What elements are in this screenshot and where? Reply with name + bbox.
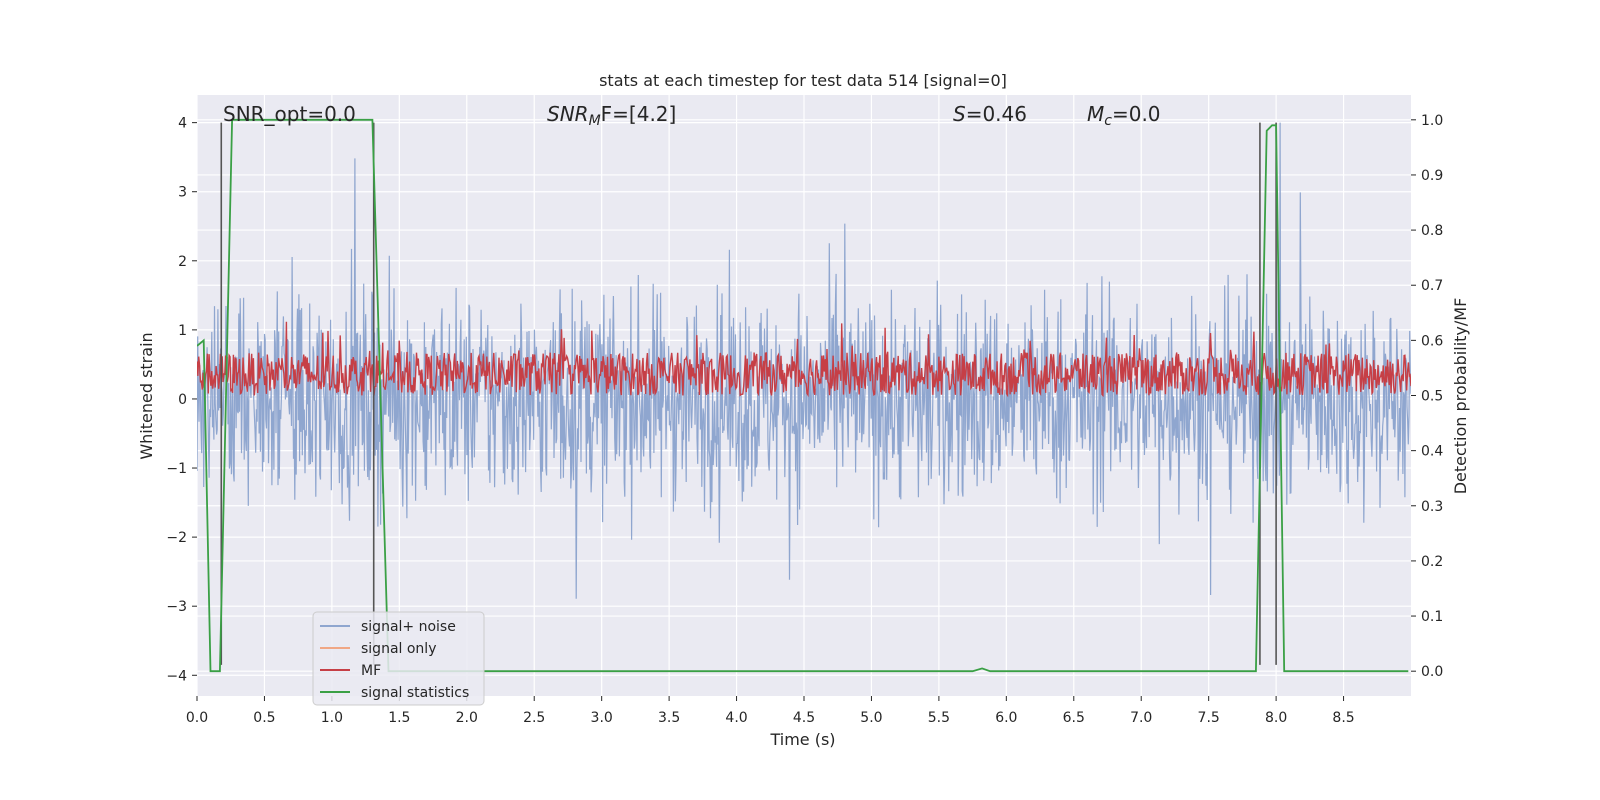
y-right-tick-label: 0.5 xyxy=(1421,389,1443,405)
signal-statistics-series xyxy=(197,118,1409,673)
x-tick-label: 0.5 xyxy=(253,710,275,726)
annotation-snr-mf: SNRMF=[4.2] xyxy=(547,102,676,129)
y-axis-left-label: Whitened strain xyxy=(137,332,156,459)
s-rest: =0.46 xyxy=(966,102,1027,126)
y-right-tick-label: 0.4 xyxy=(1421,444,1443,460)
y-left-tick-label: 1 xyxy=(178,323,187,339)
y-right-tick-label: 0.8 xyxy=(1421,223,1443,239)
x-tick-label: 3.0 xyxy=(591,710,613,726)
legend-box xyxy=(312,611,485,706)
x-axis-ticks: 0.0 0.5 1.0 1.5 2.0 2.5 3.0 3.5 4.0 4.5 5.0 5.5 6.0 6… xyxy=(186,696,1355,726)
plot-area xyxy=(197,118,1411,673)
chart-title: stats at each timestep for test data 514… xyxy=(599,71,1007,90)
x-tick-label: 6.0 xyxy=(995,710,1017,726)
y-axis-left-ticks: −4 −3 −2 −1 0 1 2 3 4 xyxy=(166,116,197,684)
x-tick-label: 5.5 xyxy=(928,710,950,726)
legend-label-mf: MF xyxy=(361,663,381,679)
y-axis-right-label: Detection probability/MF xyxy=(1451,298,1470,495)
y-right-tick-label: 0.6 xyxy=(1421,333,1443,349)
y-left-tick-label: −3 xyxy=(166,599,187,615)
snr-mf-label: SNR xyxy=(547,102,589,126)
s-label: S xyxy=(953,102,966,126)
x-tick-label: 7.0 xyxy=(1130,710,1152,726)
x-tick-label: 8.5 xyxy=(1332,710,1354,726)
signal-plus-noise-series xyxy=(197,122,1411,599)
x-tick-label: 0.0 xyxy=(186,710,208,726)
y-right-tick-label: 0.0 xyxy=(1421,664,1443,680)
y-right-tick-label: 0.3 xyxy=(1421,499,1443,515)
x-tick-label: 3.5 xyxy=(658,710,680,726)
legend-label-signal: signal only xyxy=(361,641,436,657)
y-axis-right-ticks: 0.0 0.1 0.2 0.3 0.4 0.5 0.6 0.7 0.8 0.9 1.0 xyxy=(1411,113,1443,680)
y-left-tick-label: 2 xyxy=(178,254,187,270)
y-left-tick-label: 0 xyxy=(178,392,187,408)
x-tick-label: 1.5 xyxy=(388,710,410,726)
mf-series xyxy=(197,321,1411,398)
x-tick-label: 4.5 xyxy=(793,710,815,726)
y-right-tick-label: 0.7 xyxy=(1421,278,1443,294)
x-axis-label: Time (s) xyxy=(769,730,835,749)
y-right-tick-label: 0.9 xyxy=(1421,168,1443,184)
x-tick-label: 2.5 xyxy=(523,710,545,726)
y-left-tick-label: −1 xyxy=(166,461,187,477)
y-right-tick-label: 1.0 xyxy=(1421,113,1443,129)
x-tick-label: 4.0 xyxy=(725,710,747,726)
y-left-tick-label: 4 xyxy=(178,116,187,132)
x-tick-label: 2.0 xyxy=(456,710,478,726)
legend-label-noise: signal+ noise xyxy=(361,619,456,635)
mc-sub: c xyxy=(1104,113,1112,129)
mc-label: M xyxy=(1087,102,1104,126)
annotation-snr-opt: SNR_opt=0.0 xyxy=(223,102,356,126)
y-left-tick-label: −2 xyxy=(166,530,187,546)
snr-mf-sub: M xyxy=(589,113,601,129)
mc-rest: =0.0 xyxy=(1112,102,1161,126)
y-left-tick-label: −4 xyxy=(166,668,187,684)
x-tick-label: 5.0 xyxy=(860,710,882,726)
y-right-tick-label: 0.1 xyxy=(1421,609,1443,625)
x-tick-label: 7.5 xyxy=(1198,710,1220,726)
y-right-tick-label: 0.2 xyxy=(1421,554,1443,570)
x-tick-label: 6.5 xyxy=(1063,710,1085,726)
y-left-tick-label: 3 xyxy=(178,185,187,201)
legend-label-stat: signal statistics xyxy=(361,685,469,701)
annotation-s: S=0.46 xyxy=(953,102,1027,126)
legend: signal+ noise signal only MF signal stat… xyxy=(312,611,485,706)
x-tick-label: 8.0 xyxy=(1265,710,1287,726)
snr-mf-rest: F=[4.2] xyxy=(601,102,677,126)
x-tick-label: 1.0 xyxy=(321,710,343,726)
vertical-markers xyxy=(220,122,1277,665)
annotation-mc: Mc=0.0 xyxy=(1087,102,1161,129)
